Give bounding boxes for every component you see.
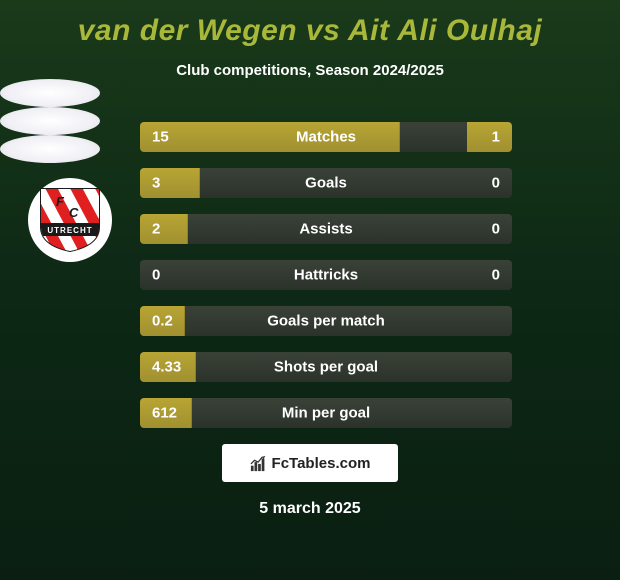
infographic-date: 5 march 2025 — [259, 500, 360, 518]
fc-utrecht-logo-icon: F C UTRECHT — [39, 187, 101, 253]
stat-label: Goals — [305, 175, 347, 192]
stat-label: Assists — [299, 221, 352, 238]
stat-bar-empty — [400, 122, 467, 152]
stat-value-left: 0 — [152, 267, 160, 284]
stat-value-left: 15 — [152, 129, 169, 146]
stat-value-right: 0 — [492, 267, 500, 284]
stat-bar-right — [467, 122, 512, 152]
stat-label: Goals per match — [267, 313, 385, 330]
stat-bar-empty — [200, 168, 512, 198]
stat-row: Shots per goal 4.33 — [140, 352, 512, 382]
comparison-infographic: van der Wegen vs Ait Ali Oulhaj Club com… — [0, 0, 620, 580]
page-title: van der Wegen vs Ait Ali Oulhaj — [0, 0, 620, 48]
page-subtitle: Club competitions, Season 2024/2025 — [0, 62, 620, 79]
stat-row: Hattricks 0 0 — [140, 260, 512, 290]
stat-row: Matches 15 1 — [140, 122, 512, 152]
watermark-text: FcTables.com — [272, 455, 371, 472]
stat-label: Matches — [296, 129, 356, 146]
svg-text:UTRECHT: UTRECHT — [47, 226, 92, 235]
stat-row: Assists 2 0 — [140, 214, 512, 244]
svg-text:C: C — [69, 205, 79, 220]
stat-value-right: 0 — [492, 221, 500, 238]
svg-text:F: F — [56, 194, 65, 209]
stat-bar-left — [140, 214, 188, 244]
stat-value-left: 3 — [152, 175, 160, 192]
stat-label: Min per goal — [282, 405, 370, 422]
stat-row: Min per goal 612 — [140, 398, 512, 428]
fctables-logo-icon — [250, 454, 268, 472]
stat-value-left: 612 — [152, 405, 177, 422]
stat-row: Goals 3 0 — [140, 168, 512, 198]
stat-label: Shots per goal — [274, 359, 378, 376]
club2-badge-placeholder — [0, 135, 100, 163]
stat-value-left: 0.2 — [152, 313, 173, 330]
watermark: FcTables.com — [222, 444, 398, 482]
club1-badge: F C UTRECHT — [28, 178, 112, 262]
stat-value-left: 4.33 — [152, 359, 181, 376]
stat-row: Goals per match 0.2 — [140, 306, 512, 336]
stat-bar-left — [140, 168, 200, 198]
player1-badge-placeholder — [0, 79, 100, 107]
player2-badge-placeholder — [0, 107, 100, 135]
stat-value-left: 2 — [152, 221, 160, 238]
stat-value-right: 1 — [492, 129, 500, 146]
stats-bars: Matches151Goals30Assists20Hattricks00Goa… — [140, 122, 512, 444]
stat-bar-left — [140, 122, 400, 152]
stat-value-right: 0 — [492, 175, 500, 192]
stat-label: Hattricks — [294, 267, 358, 284]
